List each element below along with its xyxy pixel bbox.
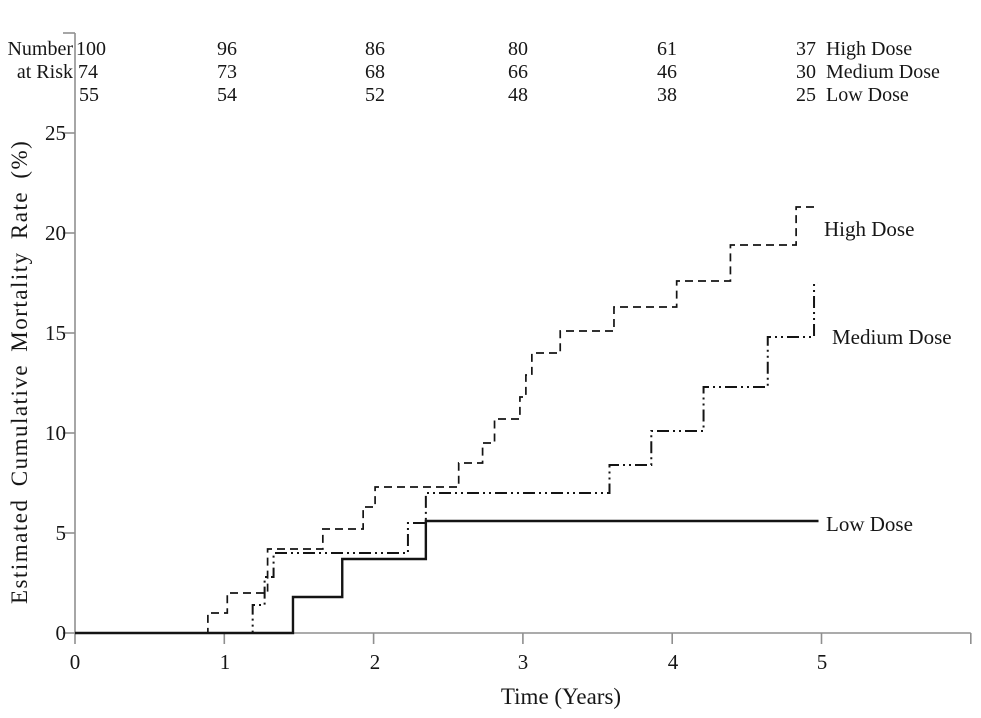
risk-count: 100 [76,38,106,60]
risk-count: 61 [657,38,677,60]
y-axis-title: Estimated Cumulative Mortality Rate (%) [7,139,32,605]
y-tick-label: 5 [55,521,67,545]
risk-count: 52 [365,84,385,106]
risk-row-label-low-dose: Low Dose [826,84,909,106]
risk-row-label-high-dose: High Dose [826,38,913,60]
risk-count: 86 [365,38,385,60]
risk-count: 25 [796,84,816,106]
risk-count: 54 [217,84,237,106]
x-axis-title: Time (Years) [500,684,622,709]
y-tick-label: 0 [55,621,67,645]
y-tick-label: 20 [45,221,66,245]
risk-count: 55 [79,84,99,106]
y-tick-label: 10 [45,421,66,445]
risk-table-header-line2: at Risk [16,61,73,83]
risk-count: 38 [657,84,677,106]
x-tick-label: 4 [667,650,679,674]
x-tick-label: 5 [816,650,828,674]
risk-count: 96 [217,38,237,60]
km-curve-low-dose [75,519,819,635]
x-tick-label: 2 [369,650,381,674]
x-tick-label: 3 [517,650,529,674]
km-curve-high-dose [75,206,819,634]
risk-count: 80 [508,38,528,60]
curve-label-high-dose: High Dose [824,217,915,241]
curve-label-medium-dose: Medium Dose [832,325,952,349]
risk-count: 68 [365,61,385,83]
risk-table-header-line1: Number [7,38,73,60]
y-tick-label: 15 [45,321,66,345]
y-tick-label: 25 [45,121,66,145]
risk-count: 46 [657,61,677,83]
risk-count: 30 [796,61,816,83]
risk-count: 48 [508,84,528,106]
risk-count: 73 [217,61,237,83]
risk-count: 66 [508,61,528,83]
curve-label-low-dose: Low Dose [826,512,913,536]
risk-count: 74 [78,61,98,83]
x-tick-label: 0 [69,650,81,674]
km-curve-medium-dose [75,282,818,634]
risk-row-label-medium-dose: Medium Dose [826,61,940,83]
risk-count: 37 [796,38,816,60]
x-tick-label: 1 [219,650,231,674]
